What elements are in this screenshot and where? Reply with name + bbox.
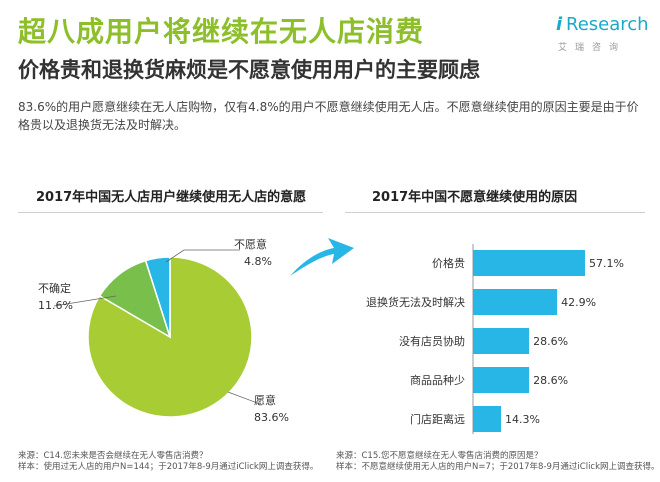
pie-label-unwilling-value: 4.8% [244,255,272,268]
leader-line-willing [227,391,261,405]
footnote-left: 来源：C14.您未来是否会继续在无人零售店消费？ 样本：使用过无人店的用户N=1… [18,451,318,473]
bar-returns [473,289,558,315]
bar-value-staff: 28.6% [533,335,568,348]
pie-chart-title: 2017年中国无人店用户继续使用无人店的意愿 [36,190,307,205]
bar-distance [473,406,501,432]
bar-variety [473,367,530,393]
bar-value-price: 57.1% [589,257,624,270]
transition-arrow [290,238,354,276]
footnote-right-sample: 样本：不愿意继续使用无人店的用户N=7；于2017年8-9月通过iClick网上… [336,462,660,472]
bar-label-returns: 退换货无法及时解决 [366,295,465,309]
logo-text: Research [566,14,649,35]
bar-value-distance: 14.3% [505,413,540,426]
pie-label-unsure: 不确定 11.6% [38,280,73,314]
bar-value-returns: 42.9% [561,296,596,309]
bar-chart-title: 2017年中国不愿意继续使用的原因 [372,190,578,205]
footnote-left-sample: 样本：使用过无人店的用户N=144；于2017年8-9月通过iClick网上调查… [18,462,319,472]
bar-title-divider [345,212,645,213]
bar-label-price: 价格贵 [432,256,465,270]
pie-label-unwilling: 不愿意 4.8% [234,236,272,270]
footnote-right-source: 来源：C15.您不愿意继续在无人零售店消费的原因是？ [336,451,543,461]
pie-label-unsure-name: 不确定 [38,282,71,295]
logo-chinese-text: 艾瑞咨询 [558,43,627,53]
bar-chart: 价格贵 57.1% 退换货无法及时解决 42.9% 没有店员协助 28.6% 商品品种少 28… [366,244,624,434]
page-title: 超八成用户将继续在无人店消费 [18,15,425,48]
bar-label-staff: 没有店员协助 [399,334,465,348]
pie-label-willing-value: 83.6% [254,411,289,424]
leader-line-unwilling [165,249,240,263]
intro-paragraph: 83.6%的用户愿意继续在无人店购物，仅有4.8%的用户不愿意继续使用无人店。不… [18,100,639,132]
logo-mark: i [556,14,563,35]
pie-title-divider [18,212,323,213]
leader-line-unsure [53,295,117,307]
bar-staff [473,328,530,354]
page-subtitle: 价格贵和退换货麻烦是不愿意使用用户的主要顾虑 [18,58,480,82]
pie-slice-willing [87,256,253,418]
bar-value-variety: 28.6% [533,374,568,387]
bar-price [473,250,585,276]
footnote-left-source: 来源：C14.您未来是否会继续在无人零售店消费？ [18,451,208,461]
pie-slice-unwilling [144,256,171,338]
pie-label-unwilling-name: 不愿意 [234,238,267,251]
pie-label-willing: 愿意 83.6% [254,392,289,426]
footnote-right: 来源：C15.您不愿意继续在无人零售店消费的原因是？ 样本：不愿意继续使用无人店… [336,451,660,473]
pie-chart [53,249,261,418]
iresearch-logo: i Research 艾瑞咨询 [556,12,656,58]
pie-label-willing-name: 愿意 [254,394,276,407]
pie-label-unsure-value: 11.6% [38,299,73,312]
bar-label-variety: 商品品种少 [410,373,465,387]
bar-label-distance: 门店距离远 [410,412,465,426]
